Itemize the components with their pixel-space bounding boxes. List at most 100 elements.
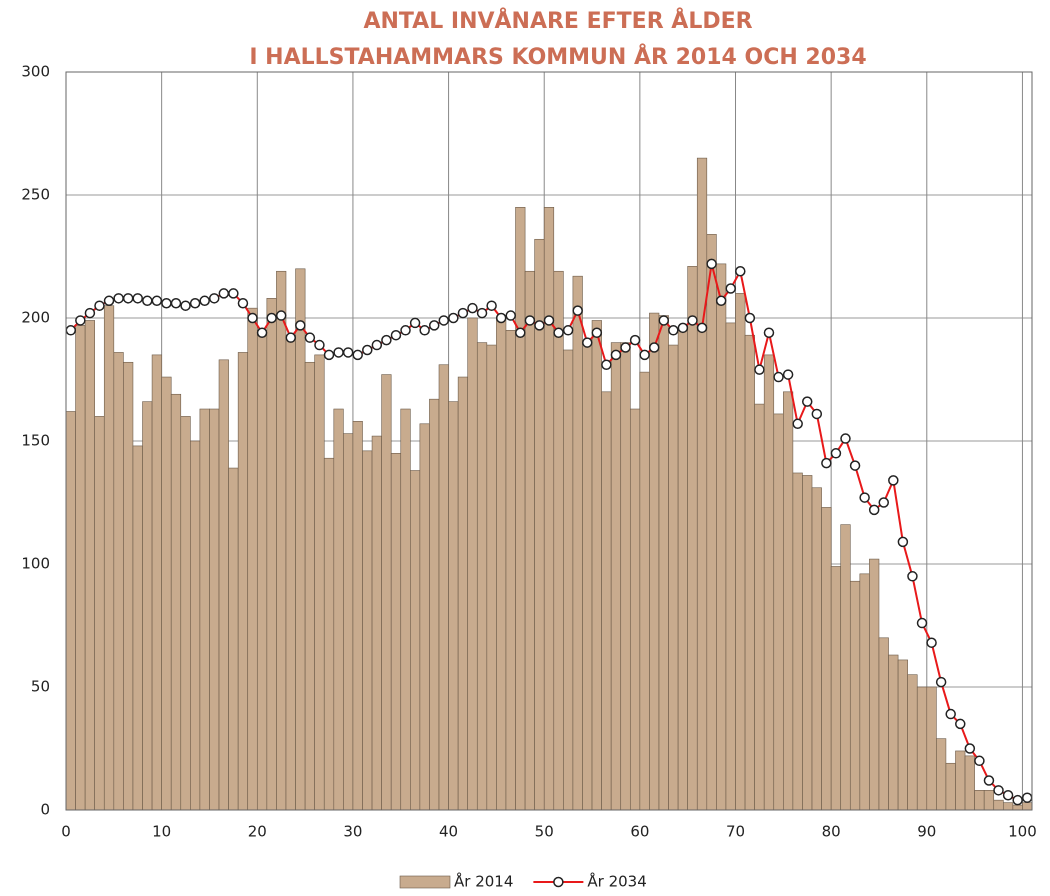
bar (75, 325, 86, 811)
bar (132, 445, 143, 811)
bar (983, 790, 995, 811)
marker (868, 504, 880, 516)
marker (955, 718, 966, 730)
marker (228, 288, 239, 299)
bar (467, 317, 478, 811)
bar (563, 349, 574, 811)
bar (496, 317, 507, 811)
marker (381, 334, 392, 346)
marker (362, 344, 373, 356)
bar (725, 322, 736, 811)
marker (400, 325, 411, 336)
marker (180, 300, 191, 311)
marker (582, 337, 593, 348)
bar (706, 234, 717, 811)
legend-label: År 2014 (454, 872, 513, 891)
marker (94, 300, 105, 311)
x-tick-label: 60 (630, 823, 649, 841)
bar (964, 755, 975, 811)
bar (582, 342, 593, 811)
y-tick-label: 100 (21, 555, 50, 573)
bar (888, 654, 899, 811)
bar (295, 268, 306, 811)
bar (419, 423, 430, 811)
marker (668, 325, 679, 336)
bar (897, 659, 908, 811)
bar (170, 393, 182, 811)
bar (323, 457, 335, 811)
marker (132, 293, 143, 304)
bar (668, 344, 679, 811)
marker (620, 342, 631, 353)
bar (228, 467, 239, 811)
bar (190, 440, 201, 811)
chart-title: I HALLSTAHAMMARS KOMMUN ÅR 2014 OCH 2034 (249, 44, 866, 70)
bar (629, 408, 641, 811)
bar (1003, 802, 1014, 811)
marker (352, 349, 363, 361)
bar (955, 750, 966, 811)
marker (849, 460, 861, 471)
marker (84, 307, 96, 319)
marker (878, 497, 890, 508)
bar (304, 361, 315, 811)
marker (333, 347, 344, 358)
y-tick-label: 0 (40, 801, 50, 819)
bar (811, 487, 822, 811)
marker (314, 339, 325, 351)
bar (381, 374, 392, 811)
x-tick-label: 30 (343, 823, 362, 841)
bar (754, 403, 765, 811)
bar (572, 275, 583, 811)
marker (840, 433, 851, 444)
bar (84, 320, 95, 811)
marker (275, 310, 287, 321)
marker (208, 293, 220, 304)
marker (658, 315, 670, 326)
marker (935, 676, 947, 688)
bar (677, 327, 688, 811)
marker (371, 339, 383, 351)
bar (180, 416, 191, 811)
x-tick-label: 70 (726, 823, 745, 841)
bar (744, 334, 755, 811)
bar (687, 266, 698, 811)
marker (266, 312, 277, 324)
marker (189, 297, 201, 309)
marker (524, 315, 536, 326)
bar (371, 435, 382, 811)
marker (448, 312, 459, 324)
marker (687, 315, 698, 326)
bar (314, 354, 325, 811)
bar (486, 344, 497, 811)
bar (936, 738, 947, 811)
marker (1012, 794, 1023, 806)
x-tick-label: 40 (439, 823, 458, 841)
bar (639, 371, 650, 811)
bar (390, 452, 402, 811)
bar (266, 298, 277, 811)
y-tick-label: 200 (21, 309, 50, 327)
plot-frame (65, 71, 1033, 811)
bar (610, 342, 622, 811)
marker (304, 332, 316, 343)
marker (543, 315, 555, 326)
bar (352, 421, 363, 811)
marker (763, 327, 775, 339)
marker (964, 743, 976, 754)
y-tick-label: 150 (21, 432, 50, 450)
bar (438, 364, 449, 811)
marker (706, 258, 717, 270)
marker (562, 325, 574, 336)
marker (744, 312, 756, 324)
legend-swatch (553, 876, 564, 888)
marker (888, 475, 899, 486)
marker (218, 288, 230, 299)
bar (209, 408, 220, 811)
marker (247, 312, 258, 324)
marker (801, 396, 813, 407)
bar (161, 376, 172, 811)
marker (142, 295, 153, 307)
bar (448, 401, 459, 811)
